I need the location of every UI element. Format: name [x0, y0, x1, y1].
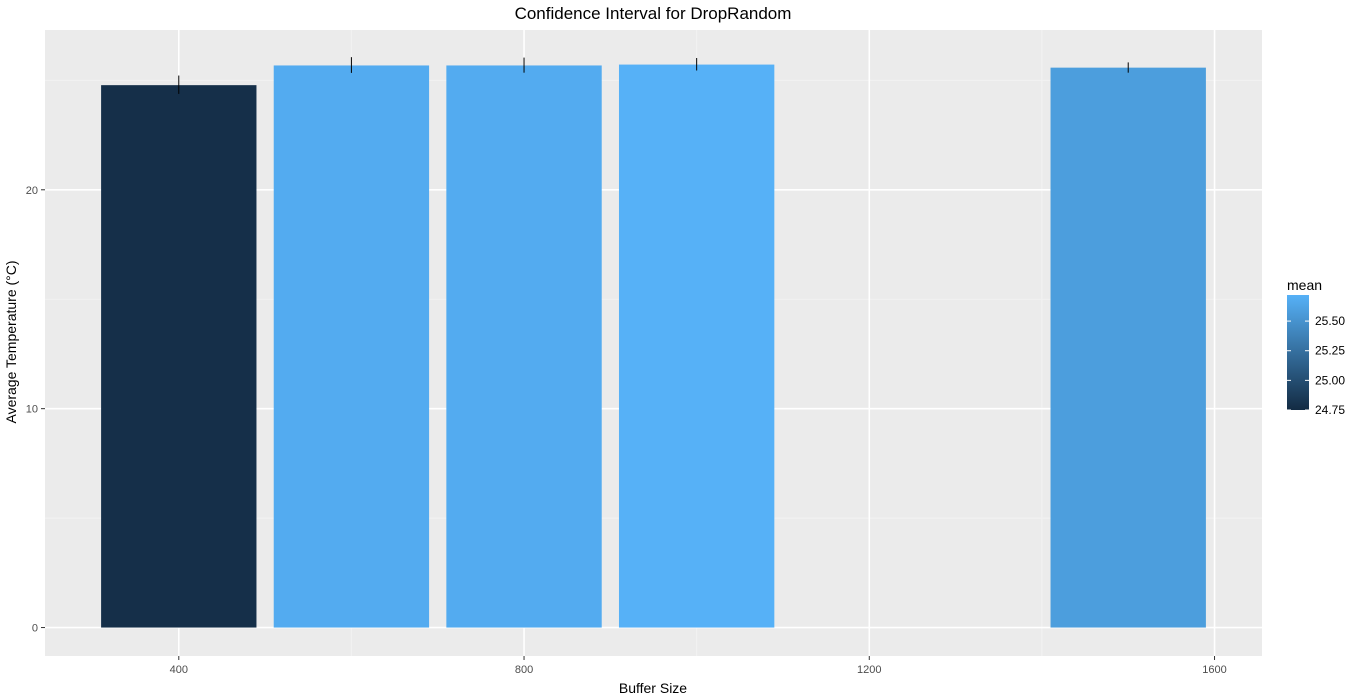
bar: [446, 65, 602, 628]
bar: [1050, 67, 1206, 628]
x-axis: 400 800 1200 1600: [170, 656, 1227, 676]
y-tick-label: 10: [26, 404, 38, 416]
bar: [273, 65, 430, 628]
y-axis: 0 10 20: [26, 185, 45, 635]
x-tick-label: 400: [170, 664, 188, 676]
legend: mean 24.75 25.00 25.25 25.50: [1287, 277, 1345, 417]
plot-panel: [45, 30, 1262, 656]
y-tick-label: 0: [32, 623, 38, 635]
x-tick-label: 1600: [1202, 664, 1226, 676]
x-axis-title: Buffer Size: [619, 680, 687, 696]
legend-label: 25.00: [1315, 373, 1345, 387]
chart-title: Confidence Interval for DropRandom: [515, 4, 792, 23]
legend-label: 25.25: [1315, 344, 1345, 358]
legend-colorbar: [1287, 295, 1309, 410]
x-tick-label: 800: [515, 664, 533, 676]
x-tick-label: 1200: [857, 664, 881, 676]
y-tick-label: 20: [26, 185, 38, 197]
y-axis-title: Average Temperature (°C): [3, 260, 19, 423]
legend-title: mean: [1287, 277, 1322, 293]
legend-label: 24.75: [1315, 403, 1345, 417]
bar: [101, 85, 257, 628]
bar: [618, 64, 775, 628]
legend-label: 25.50: [1315, 314, 1345, 328]
